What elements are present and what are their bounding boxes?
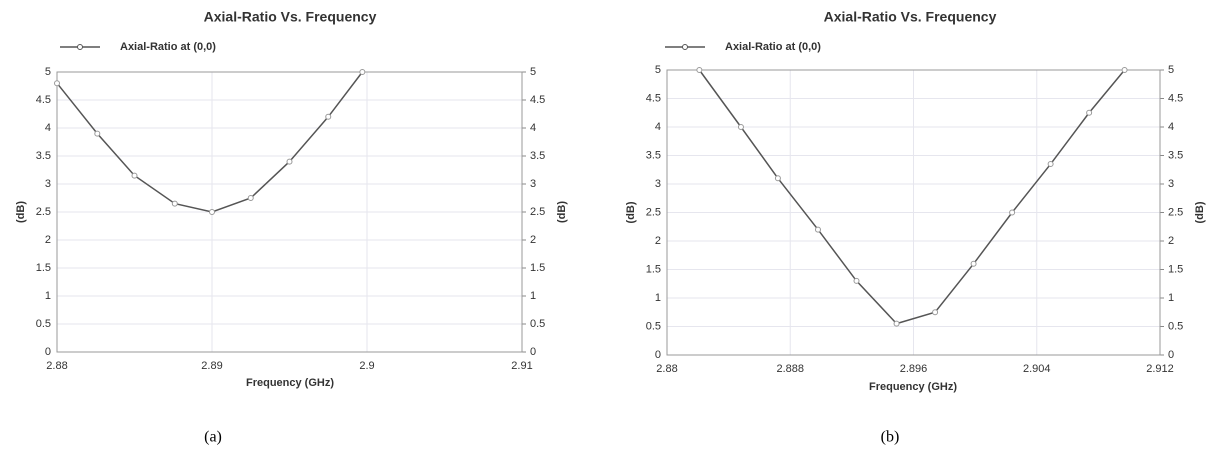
plot-frame [56,71,523,353]
y-tick-label: 4 [655,121,661,133]
data-point [359,69,366,75]
data-point [94,130,101,137]
x-tick-label: 2.904 [1023,363,1051,375]
data-point [1047,161,1054,168]
y2-tick-label: 3 [530,178,536,190]
chart-title: Axial-Ratio Vs. Frequency [824,9,997,25]
y2-tick-label: 3 [1168,178,1174,190]
y2-tick-label: 2 [1168,235,1174,247]
y-tick-label: 3.5 [36,150,51,162]
plot-frame [666,69,1161,356]
y2-axis-label: (dB) [1194,201,1206,223]
series-line [56,71,363,213]
data-point [1121,67,1128,73]
legend-label: Axial-Ratio at (0,0) [120,41,216,53]
y2-tick-label: 5 [530,66,536,78]
data-point [247,195,254,201]
x-tick-label: 2.896 [900,363,928,375]
x-tick-label: 2.88 [46,360,67,372]
y-tick-label: 2.5 [646,206,661,218]
y-tick-label: 0.5 [36,318,51,330]
y-axis-label: (dB) [15,201,27,223]
y-tick-label: 1 [655,292,661,304]
data-point [893,320,900,327]
data-point [774,175,781,182]
x-tick-label: 2.9 [359,360,374,372]
data-point [54,80,60,87]
y-tick-label: 5 [45,66,51,78]
y2-tick-label: 3.5 [1168,149,1183,161]
series-line [698,69,1126,325]
y2-tick-label: 0.5 [530,318,545,330]
y2-axis-label: (dB) [556,201,568,223]
y2-tick-label: 1 [1168,292,1174,304]
y-axis-label: (dB) [625,201,637,223]
x-tick-label: 2.912 [1146,363,1174,375]
x-axis-label: Frequency (GHz) [869,381,957,393]
y-tick-label: 4 [45,122,51,134]
x-axis-label: Frequency (GHz) [246,377,334,389]
y2-tick-label: 0.5 [1168,320,1183,332]
y2-tick-label: 3.5 [530,150,545,162]
x-tick-label: 2.89 [201,360,222,372]
y2-tick-label: 0 [530,346,536,358]
data-point [932,309,939,316]
y-tick-label: 3.5 [646,149,661,161]
data-point [209,209,215,215]
y2-tick-label: 2.5 [1168,206,1183,218]
data-point [853,277,860,284]
y2-tick-label: 5 [1168,64,1174,76]
y-tick-label: 1 [45,290,51,302]
y-tick-label: 0.5 [646,320,661,332]
data-point [696,67,703,73]
y-tick-label: 3 [45,178,51,190]
y-tick-label: 4.5 [36,94,51,106]
data-point [171,200,178,207]
data-point [131,172,138,179]
y2-tick-label: 2 [530,234,536,246]
y2-tick-label: 4.5 [530,94,545,106]
data-point [1086,109,1093,116]
y-tick-label: 2 [655,235,661,247]
x-tick-label: 2.888 [776,363,804,375]
y-tick-label: 5 [655,64,661,76]
y-tick-label: 0 [45,346,51,358]
data-point [737,124,744,130]
y-tick-label: 0 [655,349,661,361]
y2-tick-label: 1 [530,290,536,302]
y-tick-label: 2.5 [36,206,51,218]
y2-tick-label: 0 [1168,349,1174,361]
y-tick-label: 4.5 [646,92,661,104]
x-tick-label: 2.91 [511,360,532,372]
y2-tick-label: 4 [1168,121,1174,133]
data-point [325,113,332,120]
legend-label: Axial-Ratio at (0,0) [725,41,821,53]
legend-marker [682,44,688,50]
chart-title: Axial-Ratio Vs. Frequency [204,9,377,25]
data-point [1009,209,1016,216]
y2-tick-label: 2.5 [530,206,545,218]
legend-marker [77,44,83,50]
y2-tick-label: 4.5 [1168,92,1183,104]
y2-tick-label: 4 [530,122,536,134]
y-tick-label: 1.5 [36,262,51,274]
y-tick-label: 1.5 [646,263,661,275]
y2-tick-label: 1.5 [530,262,545,274]
data-point [286,158,293,165]
caption: (b) [881,429,900,446]
x-tick-label: 2.88 [656,363,677,375]
y-tick-label: 3 [655,178,661,190]
data-point [970,260,977,267]
y-tick-label: 2 [45,234,51,246]
data-point [814,226,821,233]
caption: (a) [204,429,222,446]
y2-tick-label: 1.5 [1168,263,1183,275]
